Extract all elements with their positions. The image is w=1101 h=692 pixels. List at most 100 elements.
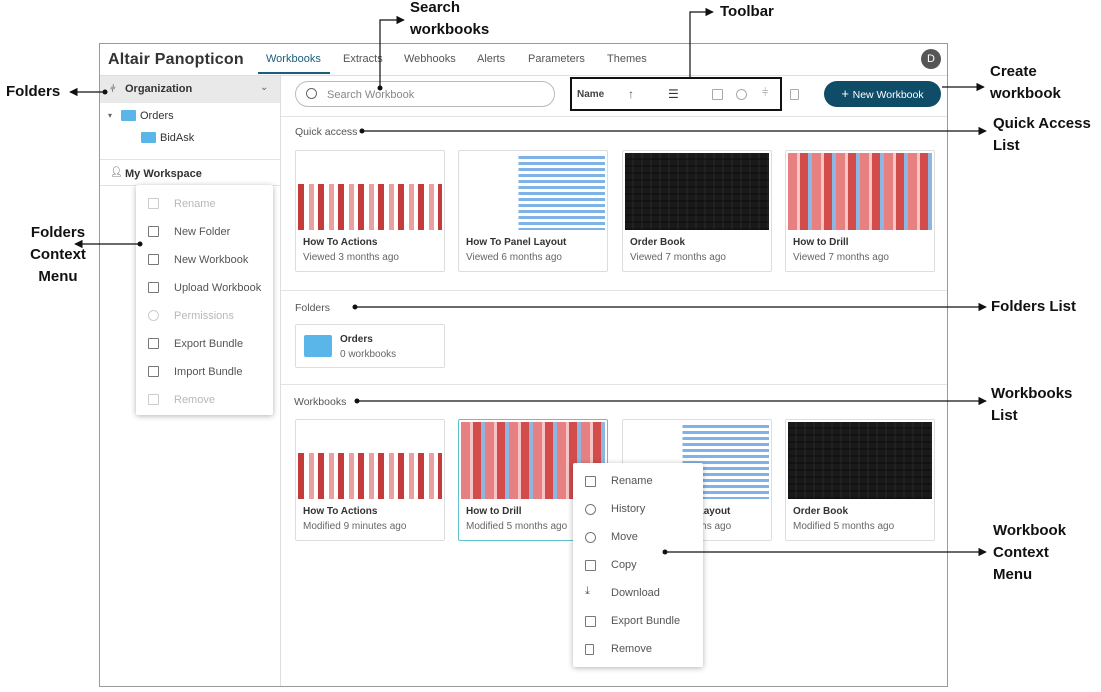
folder-icon <box>304 335 332 357</box>
card-title: How to Drill <box>793 237 849 248</box>
menu-item[interactable]: History <box>611 503 646 515</box>
card-subtitle: Modified 5 months ago <box>793 521 895 532</box>
logo: Altair Panopticon <box>108 51 244 68</box>
folder-card[interactable]: Orders 0 workbooks <box>295 324 445 368</box>
expand-arrow[interactable]: ▾ <box>108 111 113 120</box>
workbook-card[interactable]: Order Book Modified 5 months ago <box>785 419 935 541</box>
hierarchy-button[interactable]: ⫩ <box>762 87 769 99</box>
list-view[interactable]: ☰ <box>668 87 679 101</box>
card-title: How To Actions <box>303 237 378 248</box>
card-subtitle: Modified 9 minutes ago <box>303 521 407 532</box>
menu-item[interactable]: Import Bundle <box>174 366 243 378</box>
tab[interactable]: Alerts <box>477 53 506 65</box>
menu-icon: ⤓ <box>585 585 590 597</box>
menu-item[interactable]: Copy <box>611 559 637 571</box>
menu-item[interactable]: Rename <box>611 475 653 487</box>
annotation: Quick Access List <box>993 115 1091 154</box>
menu-icon <box>148 226 159 237</box>
menu-item[interactable]: Export Bundle <box>174 338 244 350</box>
tab[interactable]: Webhooks <box>404 53 456 65</box>
button-label: New Workbook <box>852 89 924 101</box>
card-title: Order Book <box>793 506 849 517</box>
org-label: Organization <box>125 83 193 95</box>
search-icon <box>306 88 317 99</box>
card-title: Order Book <box>630 237 686 248</box>
menu-icon <box>148 310 159 321</box>
menu-item: Remove <box>174 394 215 406</box>
tab[interactable]: Parameters <box>528 53 585 65</box>
section-title: Quick access <box>295 126 358 138</box>
workspace-label[interactable]: My Workspace <box>125 168 202 180</box>
menu-item[interactable]: Export Bundle <box>611 615 681 627</box>
plus-icon: + <box>841 86 853 101</box>
search-box[interactable]: Search Workbook <box>295 81 555 107</box>
new-workbook-button[interactable]: + New Workbook <box>824 81 941 107</box>
menu-icon <box>148 254 159 265</box>
workbook-card[interactable]: How To Actions Viewed 3 months ago <box>295 150 445 272</box>
thumbnail <box>298 153 442 230</box>
annotation: Search workbooks <box>410 0 490 38</box>
tab[interactable]: Themes <box>607 53 647 65</box>
menu-icon <box>585 616 596 627</box>
menu-item[interactable]: New Folder <box>174 226 231 238</box>
move-button[interactable] <box>736 89 747 100</box>
annotation: Create workbook <box>990 63 1061 102</box>
card-subtitle: Modified 5 months ago <box>466 521 568 532</box>
workbook-card[interactable]: How To Panel Layout Viewed 6 months ago <box>458 150 608 272</box>
annotation: Folders <box>6 83 61 100</box>
folder-icon <box>121 110 136 121</box>
avatar[interactable]: D <box>921 49 941 69</box>
card-subtitle: Viewed 7 months ago <box>630 252 726 263</box>
card-subtitle: Viewed 7 months ago <box>793 252 889 263</box>
thumbnail <box>461 153 605 230</box>
menu-icon <box>148 198 159 209</box>
thumbnail <box>788 422 932 499</box>
menu-icon <box>585 644 594 655</box>
folder-label[interactable]: BidAsk <box>160 132 195 144</box>
card-subtitle: Viewed 6 months ago <box>466 252 562 263</box>
menu-icon <box>148 366 159 377</box>
divider <box>281 116 947 117</box>
org-header[interactable]: ⫩ Organization ⌄ <box>100 76 280 103</box>
sort-label[interactable]: Name <box>577 89 605 100</box>
tab[interactable]: Workbooks <box>266 53 321 65</box>
menu-item[interactable]: New Workbook <box>174 254 249 266</box>
card-title: How To Actions <box>303 506 378 517</box>
card-subtitle: 0 workbooks <box>340 349 397 360</box>
delete-button[interactable] <box>790 89 799 100</box>
menu-icon <box>585 504 596 515</box>
menu-item[interactable]: Download <box>611 587 660 599</box>
annotation: Toolbar <box>720 3 774 20</box>
menu-icon <box>585 476 596 487</box>
menu-item[interactable]: Upload Workbook <box>174 282 262 294</box>
copy-button[interactable] <box>712 89 723 100</box>
menu-item: Rename <box>174 198 216 210</box>
divider <box>100 159 280 160</box>
menu-item: Permissions <box>174 310 234 322</box>
folder-label[interactable]: Orders <box>140 110 174 122</box>
workbook-card[interactable]: How to Drill Viewed 7 months ago <box>785 150 935 272</box>
divider <box>281 290 947 291</box>
thumbnail <box>788 153 932 230</box>
chevron: ⌄ <box>260 82 269 93</box>
menu-item[interactable]: Remove <box>611 643 652 655</box>
menu-icon <box>148 282 159 293</box>
annotation: Workbooks List <box>991 385 1073 424</box>
menu-item[interactable]: Move <box>611 531 638 543</box>
user-icon: 👤︎ <box>110 167 123 178</box>
menu-icon <box>148 338 159 349</box>
workbook-card[interactable]: Order Book Viewed 7 months ago <box>622 150 772 272</box>
workbook-card[interactable]: How To Actions Modified 9 minutes ago <box>295 419 445 541</box>
tab[interactable]: Extracts <box>343 53 383 65</box>
menu-icon <box>148 394 159 405</box>
sort-direction[interactable]: ↑ <box>628 87 634 101</box>
menu-icon <box>585 560 596 571</box>
section-title: Folders <box>295 302 331 314</box>
active-tab-indicator <box>258 72 330 74</box>
thumbnail <box>298 422 442 499</box>
workbook-context-menu: Rename History Move Copy ⤓ Download Expor… <box>573 463 703 667</box>
folder-icon <box>141 132 156 143</box>
org-icon: ⫩ <box>110 84 116 95</box>
card-subtitle: Viewed 3 months ago <box>303 252 399 263</box>
